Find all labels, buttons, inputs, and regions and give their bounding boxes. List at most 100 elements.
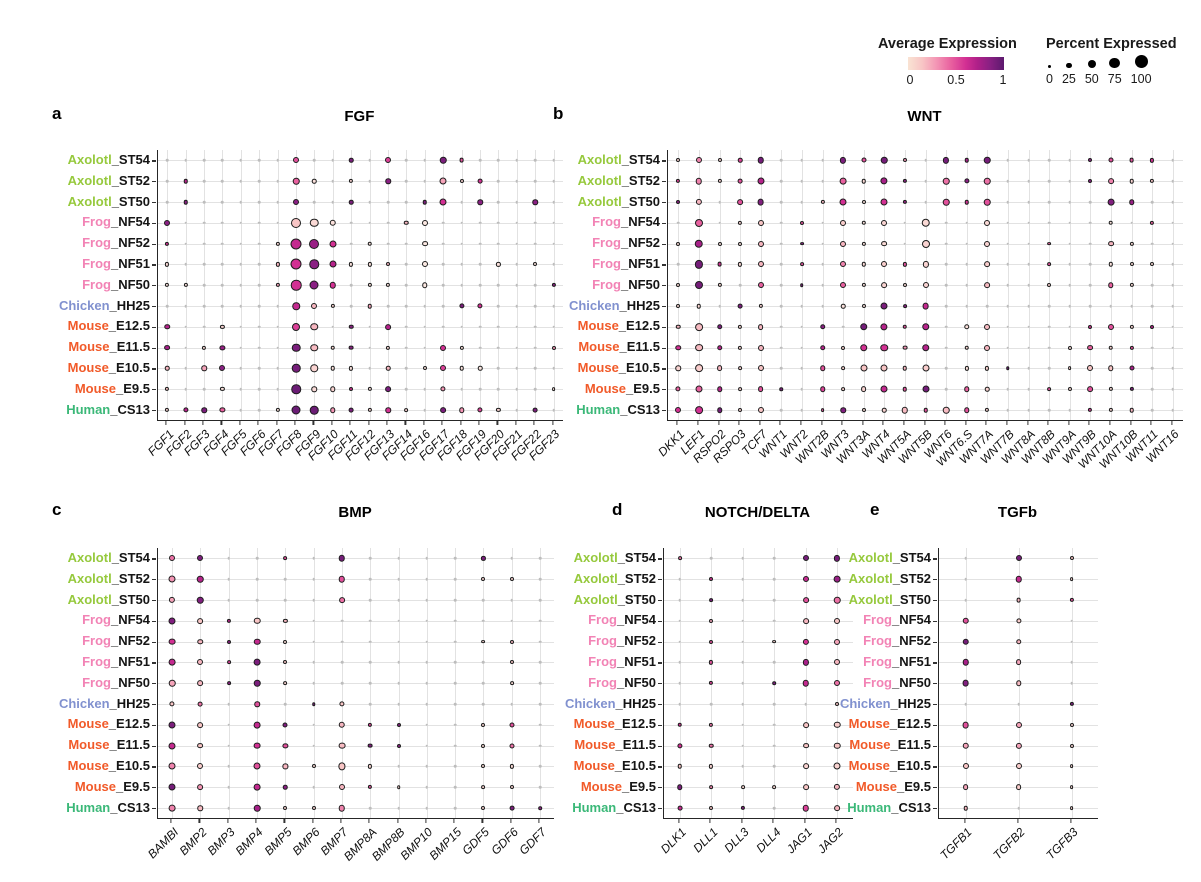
- absent-dot: [312, 661, 315, 664]
- expression-dot: [311, 386, 318, 392]
- absent-dot: [772, 598, 776, 602]
- expression-dot: [396, 785, 401, 789]
- row-label: Mouse_E12.5: [503, 714, 656, 735]
- expression-dot: [962, 742, 969, 749]
- species-name: Frog: [82, 214, 111, 230]
- absent-dot: [772, 723, 776, 727]
- expression-dot: [329, 260, 337, 268]
- expression-dot: [1129, 387, 1134, 392]
- absent-dot: [202, 304, 206, 308]
- x-axis-tick: [985, 421, 987, 426]
- expression-dot: [477, 178, 483, 184]
- expression-dot: [1069, 556, 1074, 561]
- x-axis-tick: [1109, 421, 1111, 426]
- expression-dot: [532, 199, 538, 205]
- expression-dot: [310, 343, 319, 352]
- expression-dot: [338, 555, 346, 562]
- gradient-tick-1: 1: [999, 73, 1007, 87]
- expression-dot: [757, 282, 764, 289]
- y-axis-tick: [152, 181, 156, 183]
- row-label: Mouse_E12.5: [0, 316, 150, 337]
- expression-dot: [310, 405, 319, 415]
- y-axis-tick: [152, 745, 156, 747]
- expression-dot: [309, 238, 320, 249]
- expression-dot: [253, 617, 261, 625]
- absent-dot: [276, 159, 279, 162]
- x-axis-tick: [441, 421, 443, 426]
- y-axis-tick: [152, 222, 156, 224]
- species-name: Human: [576, 401, 621, 417]
- species-name: Mouse: [74, 778, 117, 794]
- absent-dot: [368, 200, 371, 204]
- row-label: Axolotl_ST52: [507, 171, 660, 192]
- absent-dot: [276, 367, 279, 370]
- gridline: [158, 222, 563, 224]
- absent-dot: [423, 387, 427, 391]
- x-axis-tick: [1129, 421, 1132, 426]
- absent-dot: [1047, 221, 1051, 225]
- x-axis-tick: [963, 819, 966, 824]
- expression-dot: [921, 323, 930, 331]
- expression-dot: [694, 343, 703, 352]
- x-axis-tick: [1016, 819, 1019, 824]
- absent-dot: [1171, 159, 1174, 162]
- absent-dot: [1171, 387, 1174, 391]
- row-label: Axolotl_ST52: [0, 569, 150, 590]
- x-axis-tick: [202, 421, 204, 426]
- stage-name: _NF54: [110, 612, 150, 628]
- expression-dot: [183, 283, 188, 288]
- expression-dot: [509, 743, 515, 749]
- absent-dot: [821, 304, 824, 308]
- expression-dot: [477, 199, 483, 205]
- expression-dot: [922, 302, 929, 310]
- row-label: Frog_NF52: [778, 631, 931, 652]
- expression-dot: [338, 804, 346, 812]
- x-axis-tick: [423, 421, 425, 426]
- y-axis-tick: [658, 558, 662, 560]
- expression-dot: [677, 556, 682, 561]
- absent-dot: [239, 283, 243, 287]
- absent-dot: [405, 283, 408, 287]
- absent-dot: [821, 159, 824, 162]
- absent-dot: [497, 200, 500, 204]
- absent-dot: [538, 661, 542, 664]
- absent-dot: [944, 346, 948, 349]
- expression-dot: [440, 365, 447, 372]
- expression-dot: [348, 407, 354, 413]
- absent-dot: [1089, 200, 1092, 204]
- y-axis-tick: [152, 264, 156, 266]
- y-axis-tick: [933, 724, 937, 726]
- species-name: Mouse: [578, 339, 620, 355]
- row-label: Frog_NF54: [778, 610, 931, 631]
- expression-dot: [757, 365, 764, 372]
- absent-dot: [741, 681, 745, 685]
- gridline: [664, 745, 853, 747]
- absent-dot: [453, 681, 457, 685]
- species-name: Axolotl: [67, 172, 112, 188]
- absent-dot: [965, 304, 968, 308]
- expression-dot: [834, 680, 841, 687]
- expression-dot: [219, 407, 225, 413]
- absent-dot: [1171, 242, 1174, 245]
- row-label: Mouse_E12.5: [0, 714, 150, 735]
- stage-name: _ST52: [617, 570, 656, 586]
- expression-dot: [834, 659, 841, 666]
- stage-name: _NF54: [110, 214, 150, 230]
- y-axis-tick: [933, 704, 937, 706]
- expression-dot: [481, 743, 486, 748]
- row-label: Axolotl_ST52: [778, 569, 931, 590]
- y-axis-tick: [152, 326, 156, 328]
- absent-dot: [1068, 221, 1071, 225]
- expression-dot: [164, 344, 171, 351]
- percent-legend-value: 0: [1046, 72, 1053, 86]
- expression-dot: [385, 366, 391, 371]
- expression-dot: [349, 179, 354, 184]
- expression-dot: [220, 324, 225, 329]
- absent-dot: [441, 221, 445, 225]
- expression-dot: [1069, 806, 1074, 810]
- absent-dot: [804, 702, 808, 706]
- species-name: Frog: [82, 255, 111, 271]
- percent-legend-value: 50: [1084, 72, 1099, 86]
- row-label: Mouse_E10.5: [503, 756, 656, 777]
- absent-dot: [1150, 367, 1154, 370]
